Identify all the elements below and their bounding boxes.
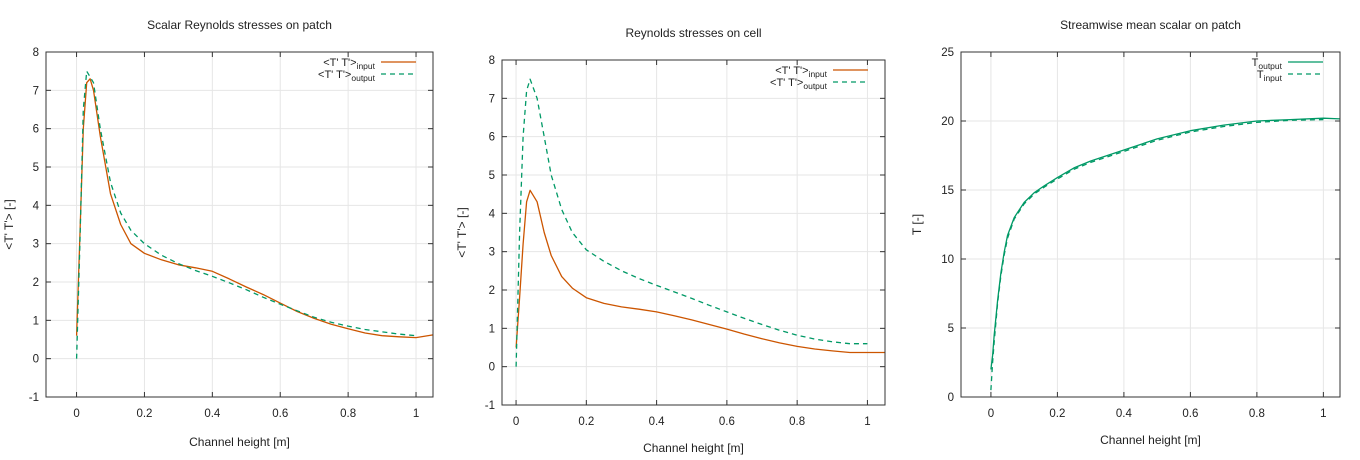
x-tick-label: 0.2 xyxy=(136,408,152,420)
x-tick-label: 0.4 xyxy=(204,408,221,420)
y-tick-label: 4 xyxy=(489,208,496,220)
y-tick-label: 5 xyxy=(948,323,954,335)
x-tick-label: 0.8 xyxy=(789,416,805,428)
series-line-output xyxy=(515,78,868,367)
y-tick-label: 0 xyxy=(948,392,954,404)
y-tick-label: 10 xyxy=(941,254,954,266)
y-axis-label: <T' T'> [-] xyxy=(2,199,16,249)
x-tick-label: 0.2 xyxy=(1049,408,1065,420)
x-tick-label: 0.4 xyxy=(1116,408,1133,420)
y-tick-label: 0 xyxy=(33,354,39,366)
legend-label-input: Tinput xyxy=(1257,69,1283,83)
x-tick-label: 0.8 xyxy=(1249,408,1265,420)
y-tick-label: 1 xyxy=(33,315,39,327)
series-line-input xyxy=(990,118,1324,391)
chart-title: Reynolds stresses on cell xyxy=(625,26,761,40)
y-tick-label: 5 xyxy=(489,170,495,182)
x-axis-label: Channel height [m] xyxy=(189,435,290,449)
y-tick-label: 2 xyxy=(489,285,495,297)
legend-label-output: <T' T'>output xyxy=(318,69,376,83)
y-tick-label: 1 xyxy=(489,323,495,335)
y-tick-label: 8 xyxy=(33,47,39,59)
plot-frame xyxy=(45,51,434,398)
chart-3: 0 0.2 0.4 0.6 0.8 10510152025ToutputTinputStr… xyxy=(910,18,1341,447)
x-tick-label: 1 xyxy=(413,408,419,420)
y-axis-label: <T' T'> [-] xyxy=(455,207,469,257)
x-tick-label: 1 xyxy=(864,416,870,428)
y-tick-label: 3 xyxy=(489,247,495,259)
x-tick-label: 0.2 xyxy=(578,416,594,428)
plot-frame xyxy=(960,51,1341,398)
x-tick-label: 0.4 xyxy=(649,416,666,428)
y-tick-label: 6 xyxy=(33,124,39,136)
x-tick-label: 0 xyxy=(73,408,79,420)
y-tick-label: 4 xyxy=(33,200,40,212)
x-axis-label: Channel height [m] xyxy=(643,441,744,455)
legend-label-input: <T' T'>input xyxy=(323,57,375,71)
plot-frame xyxy=(501,59,886,406)
chart-title: Streamwise mean scalar on patch xyxy=(1060,18,1241,32)
series-line-output xyxy=(75,70,417,359)
y-tick-label: 7 xyxy=(33,85,39,97)
chart-title: Scalar Reynolds stresses on patch xyxy=(147,18,332,32)
y-tick-label: -1 xyxy=(29,392,39,404)
x-tick-label: 0 xyxy=(513,416,519,428)
y-tick-label: 20 xyxy=(941,116,954,128)
x-tick-label: 0 xyxy=(988,408,994,420)
y-tick-label: 3 xyxy=(33,239,39,251)
y-tick-label: 7 xyxy=(489,93,495,105)
y-tick-label: 0 xyxy=(489,362,495,374)
y-tick-label: 8 xyxy=(489,55,495,67)
y-tick-label: 2 xyxy=(33,277,39,289)
y-tick-label: 6 xyxy=(489,132,495,144)
y-tick-label: 5 xyxy=(33,162,39,174)
legend-label-output: <T' T'>output xyxy=(770,77,828,91)
y-axis-label: T [-] xyxy=(910,214,924,235)
series-line-input xyxy=(75,78,434,339)
y-tick-label: 25 xyxy=(941,47,954,59)
x-tick-label: 0.6 xyxy=(719,416,735,428)
x-tick-label: 1 xyxy=(1320,408,1326,420)
series-line-output xyxy=(990,117,1341,370)
x-tick-label: 0.6 xyxy=(272,408,288,420)
y-tick-label: -1 xyxy=(485,400,495,412)
series-line-input xyxy=(515,189,885,354)
x-tick-label: 0.6 xyxy=(1182,408,1198,420)
legend-label-input: <T' T'>input xyxy=(775,65,827,79)
legend-label-output: Toutput xyxy=(1252,57,1283,71)
x-tick-label: 0.8 xyxy=(340,408,356,420)
y-tick-label: 15 xyxy=(941,185,954,197)
x-axis-label: Channel height [m] xyxy=(1100,433,1201,447)
